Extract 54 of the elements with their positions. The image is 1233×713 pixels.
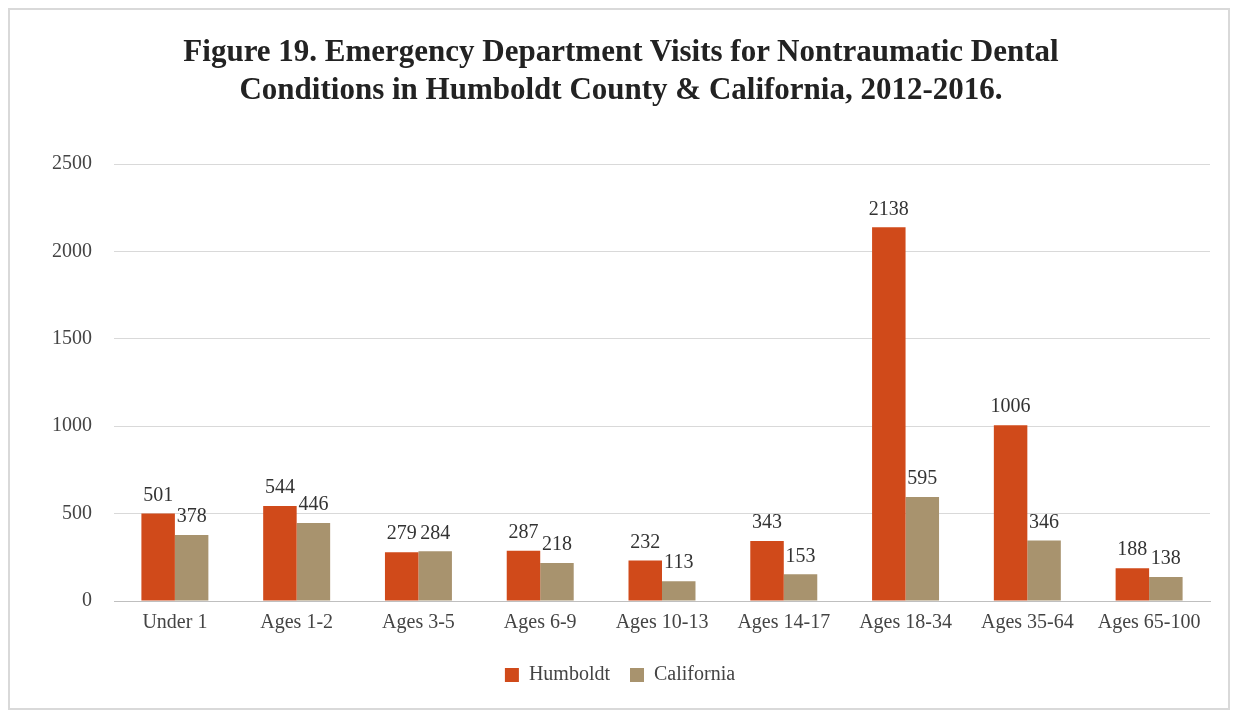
x-tick-label: Ages 18-34 — [859, 610, 952, 634]
bar — [296, 523, 331, 601]
x-tick-label: Ages 14-17 — [737, 610, 831, 634]
data-label: 153 — [785, 543, 816, 566]
x-tick-label: Under 1 — [142, 610, 208, 633]
bar — [662, 581, 696, 601]
bar — [905, 496, 940, 601]
data-label: 279 — [386, 521, 417, 544]
bar — [384, 552, 419, 601]
x-tick-label: Ages 35-64 — [980, 610, 1074, 634]
data-label: 232 — [630, 529, 661, 552]
data-label: 378 — [176, 504, 207, 527]
bar — [628, 560, 662, 601]
bar — [141, 513, 175, 601]
y-tick-label: 0 — [82, 588, 92, 611]
bar — [263, 505, 297, 601]
y-tick-label: 1000 — [52, 413, 92, 436]
data-label: 595 — [907, 466, 938, 489]
legend-label: Humboldt — [528, 662, 611, 685]
bar — [783, 574, 818, 601]
data-label: 284 — [420, 520, 451, 543]
x-tick-label: Ages 6-9 — [503, 610, 577, 634]
data-label: 138 — [1150, 546, 1181, 569]
data-label: 343 — [752, 510, 783, 533]
data-label: 544 — [264, 475, 295, 498]
data-label: 1006 — [990, 394, 1031, 417]
data-label: 287 — [508, 520, 539, 543]
bar — [993, 425, 1028, 601]
data-label: 446 — [298, 492, 329, 515]
x-tick-label: Ages 10-13 — [615, 610, 709, 634]
legend-label: California — [654, 662, 736, 685]
data-label: 2138 — [868, 196, 909, 219]
y-tick-label: 2000 — [52, 238, 92, 261]
bar — [1149, 576, 1183, 601]
bar — [418, 551, 452, 601]
x-tick-label: Ages 3-5 — [382, 610, 455, 634]
y-tick-label: 500 — [62, 500, 92, 523]
x-tick-label: Ages 65-100 — [1097, 610, 1201, 634]
bar — [872, 227, 906, 601]
data-label: 113 — [664, 550, 694, 573]
data-label: 346 — [1029, 509, 1060, 532]
y-tick-label: 1500 — [52, 326, 92, 349]
y-tick-label: 2500 — [52, 151, 92, 174]
bar — [540, 562, 574, 601]
bar — [174, 534, 209, 601]
bar — [506, 550, 541, 601]
data-label: 501 — [143, 482, 174, 505]
data-label: 218 — [541, 532, 572, 555]
bar — [1115, 568, 1150, 601]
x-tick-label: Ages 1-2 — [260, 610, 334, 634]
bar — [1027, 540, 1061, 601]
bar — [750, 541, 784, 601]
data-label: 188 — [1117, 537, 1148, 560]
chart-title: Figure 19. Emergency Department Visits for Nontraumatic Dental Conditions in Humboldt County & California, 2012-2016. — [182, 32, 1060, 108]
